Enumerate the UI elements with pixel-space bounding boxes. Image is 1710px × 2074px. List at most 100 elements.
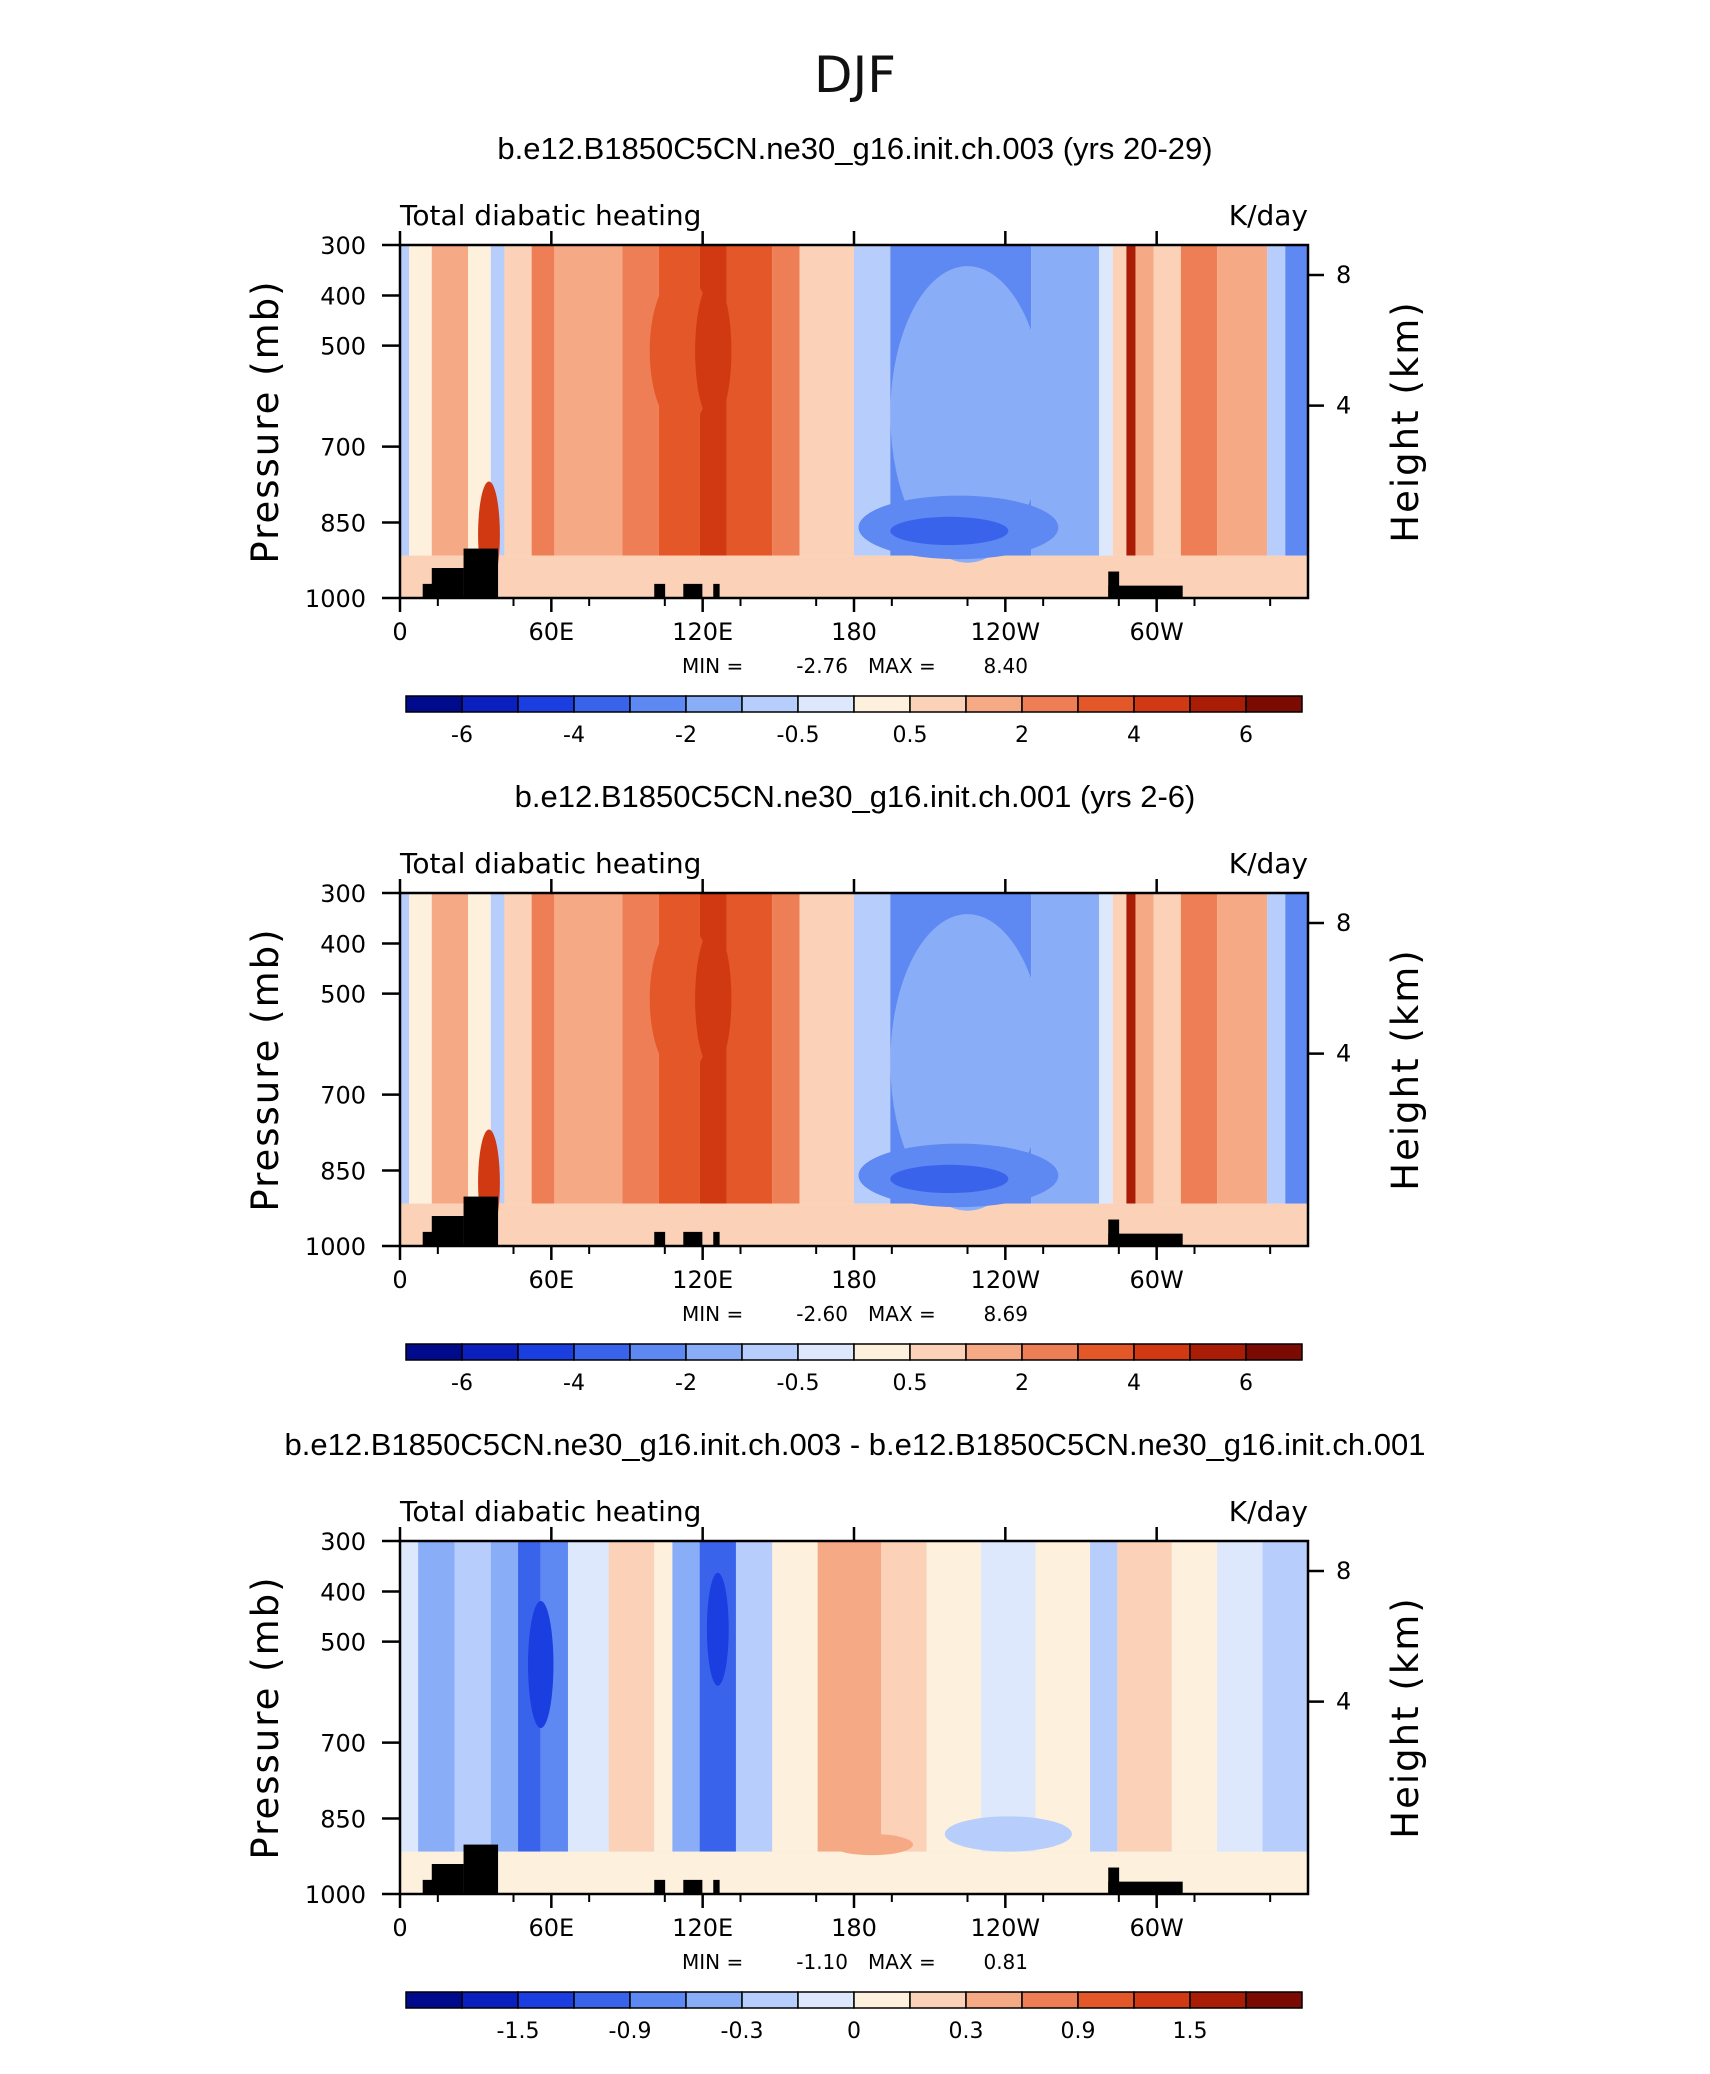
contour-band	[890, 516, 1009, 546]
y-tick-label: 500	[320, 333, 366, 361]
colorbar-swatch	[797, 1991, 855, 2009]
contour-band	[726, 245, 773, 556]
colorbar-swatch	[853, 1343, 911, 1361]
colorbar-label: 1.5	[1173, 2019, 1208, 2044]
contour-band	[528, 1601, 554, 1729]
contour-band	[881, 1541, 927, 1852]
colorbar-swatch	[853, 1991, 911, 2009]
contour-band	[695, 928, 732, 1070]
contour-band	[490, 245, 505, 556]
contour-band	[554, 893, 623, 1204]
contour-band	[1217, 1541, 1263, 1852]
height-tick-label: 4	[1336, 392, 1351, 420]
colorbar-swatch	[965, 695, 1023, 713]
contour-band	[1217, 893, 1268, 1204]
colorbar-swatch	[573, 1343, 631, 1361]
contour-band	[817, 1541, 882, 1852]
colorbar-swatch	[517, 1991, 575, 2009]
y-tick-label: 400	[320, 930, 366, 958]
colorbar-swatch	[1133, 1343, 1191, 1361]
colorbar-swatch	[1245, 1343, 1303, 1361]
x-tick-label: 60W	[1130, 1914, 1184, 1942]
colorbar-label: 2	[1015, 1371, 1029, 1396]
min-label: MIN =	[682, 1302, 743, 1326]
left-string: Total diabatic heating	[399, 847, 701, 880]
colorbar-swatch	[405, 1343, 463, 1361]
contour-band	[649, 273, 714, 429]
colorbar-swatch	[461, 1991, 519, 2009]
colorbar-label: -0.3	[721, 2019, 764, 2044]
contour-band	[649, 921, 714, 1077]
y-tick-label: 300	[320, 232, 366, 260]
min-value: -2.60	[796, 1302, 848, 1326]
colorbar-label: -4	[563, 723, 585, 748]
y-tick-label: 500	[320, 1629, 366, 1657]
x-tick-label: 120W	[971, 618, 1041, 646]
left-string: Total diabatic heating	[399, 199, 701, 232]
x-tick-label: 0	[392, 618, 407, 646]
contour-band	[1126, 245, 1136, 556]
units-label: K/day	[1229, 199, 1308, 232]
contour-band	[735, 1541, 773, 1852]
contour-band	[1099, 245, 1113, 556]
terrain-mask	[654, 1231, 666, 1246]
y-tick-label: 400	[320, 1578, 366, 1606]
contour-band	[1135, 245, 1154, 556]
max-label: MAX =	[868, 1302, 936, 1326]
colorbar-swatch	[741, 1991, 799, 2009]
colorbar-label: -2	[675, 723, 697, 748]
height-tick-label: 4	[1336, 1688, 1351, 1716]
colorbar-swatch	[797, 1343, 855, 1361]
colorbar-swatch	[1245, 1991, 1303, 2009]
colorbar-swatch	[685, 1991, 743, 2009]
contour-band	[772, 245, 800, 556]
y-tick-label: 850	[320, 509, 366, 537]
colorbar-label: -0.5	[777, 723, 820, 748]
contour-band	[454, 1541, 491, 1852]
contour-band	[400, 245, 410, 556]
height-tick-label: 8	[1336, 261, 1351, 289]
terrain-mask	[431, 567, 464, 598]
terrain-mask	[683, 583, 703, 598]
contour-band	[831, 1833, 914, 1856]
colorbar-swatch	[741, 1343, 799, 1361]
colorbar-swatch	[1189, 695, 1247, 713]
contour-band	[490, 1541, 519, 1852]
x-tick-label: 120E	[672, 618, 733, 646]
terrain-mask	[1108, 585, 1183, 598]
colorbar-swatch	[1189, 1991, 1247, 2009]
colorbar-label: -0.5	[777, 1371, 820, 1396]
terrain-mask	[654, 583, 666, 598]
x-tick-label: 60W	[1130, 1266, 1184, 1294]
contour-band	[1267, 245, 1286, 556]
colorbar-swatch	[797, 695, 855, 713]
contour-band	[854, 245, 891, 556]
contour-band	[772, 893, 800, 1204]
terrain-mask	[713, 1231, 720, 1246]
contour-band	[567, 1541, 609, 1852]
contour-band	[890, 266, 1045, 563]
y-tick-label: 500	[320, 981, 366, 1009]
min-value: -2.76	[796, 654, 848, 678]
contour-band	[890, 1164, 1009, 1194]
height-tick-label: 8	[1336, 1557, 1351, 1585]
contour-band	[672, 1541, 700, 1852]
y-tick-label: 300	[320, 880, 366, 908]
contour-band	[799, 893, 854, 1204]
colorbar-label: 6	[1239, 723, 1253, 748]
colorbar-swatch	[1077, 1991, 1135, 2009]
colorbar-label: -2	[675, 1371, 697, 1396]
colorbar-swatch	[965, 1991, 1023, 2009]
colorbar-swatch	[741, 695, 799, 713]
contour-band	[1217, 245, 1268, 556]
x-tick-label: 60E	[528, 1266, 574, 1294]
colorbar-swatch	[909, 1343, 967, 1361]
colorbar-swatch	[1133, 1991, 1191, 2009]
contour-band	[890, 914, 1045, 1211]
colorbar-swatch	[629, 1343, 687, 1361]
panel-1: b.e12.B1850C5CN.ne30_g16.init.ch.003 (yr…	[244, 131, 1427, 748]
contour-band	[431, 245, 469, 556]
terrain-mask	[431, 1863, 464, 1894]
contour-band	[608, 1541, 655, 1852]
